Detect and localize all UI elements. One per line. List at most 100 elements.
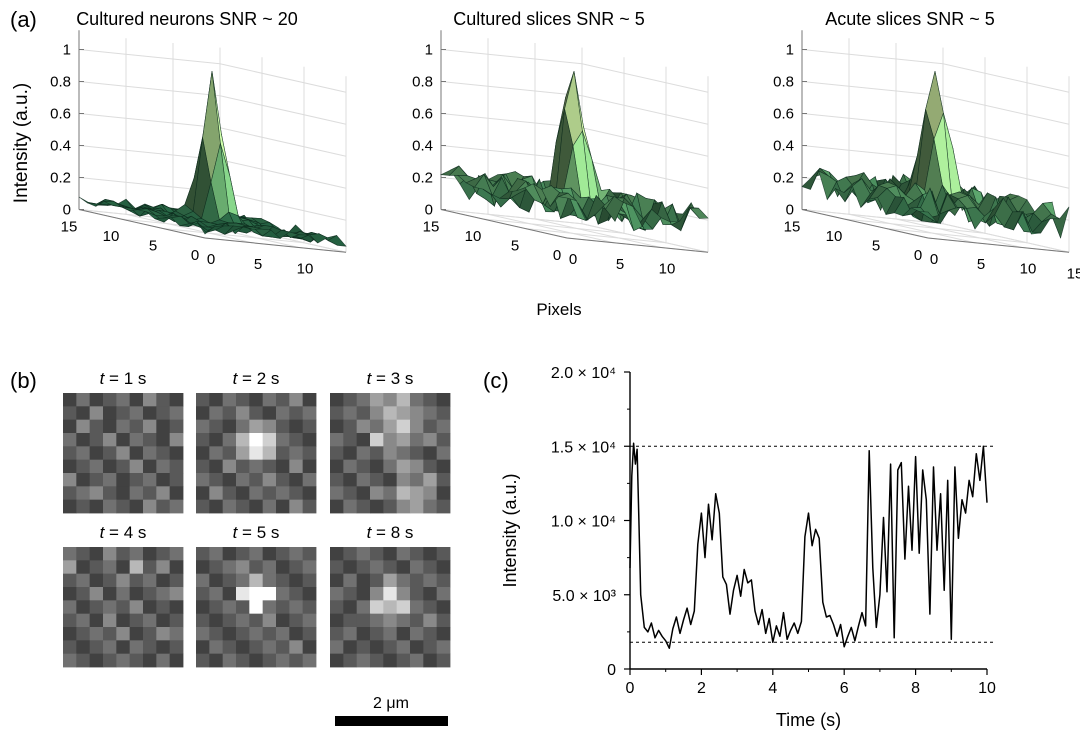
frame-pixel	[222, 560, 237, 575]
frame-pixel	[276, 600, 290, 615]
frame-pixel	[156, 433, 171, 447]
frame-pixel	[143, 600, 157, 615]
frame-pixel	[410, 419, 424, 434]
frame-pixel	[249, 393, 264, 407]
frame-pixel	[396, 419, 411, 434]
frame-pixel	[276, 419, 290, 434]
frame-pixel	[423, 486, 438, 501]
frame-pixel	[302, 459, 317, 474]
z-tick-label: 0	[786, 202, 794, 219]
frame-pixel	[156, 613, 171, 628]
frame-pixel	[89, 573, 104, 588]
frame-pixel	[103, 573, 117, 588]
frame-pixel	[156, 393, 171, 407]
frame-pixel	[116, 627, 131, 641]
frame-pixel	[423, 459, 438, 474]
frame-pixel	[129, 406, 144, 421]
y-tick-label: 2.0 × 10⁴	[551, 365, 616, 382]
frame-pixel	[343, 613, 358, 628]
frame-pixel	[262, 600, 277, 615]
frame-pixel	[156, 640, 171, 655]
frame-pixel	[370, 499, 384, 514]
surface-title: Acute slices SNR ~ 5	[825, 9, 995, 29]
frame-pixel	[209, 573, 224, 588]
frame-pixel	[423, 627, 438, 641]
frame-pixel	[63, 613, 77, 628]
frame-pixel	[343, 433, 358, 447]
frame-pixel	[383, 499, 398, 514]
frame-pixel	[330, 613, 344, 628]
frame-pixel	[103, 419, 117, 434]
frame-pixel	[410, 613, 424, 628]
frame-pixel	[423, 393, 438, 407]
frame-pixel	[330, 547, 344, 561]
frame-pixel	[410, 486, 424, 501]
frame-pixel	[249, 486, 264, 501]
frame-pixel	[89, 613, 104, 628]
frame-pixel	[116, 406, 131, 421]
frame-pixel	[116, 573, 131, 588]
x-tick-label: 4	[768, 680, 777, 697]
frame-pixel	[103, 459, 117, 474]
frame-image	[330, 547, 451, 668]
frame-pixel	[423, 446, 438, 461]
frame-pixel	[330, 446, 344, 461]
frame-pixel	[169, 486, 184, 501]
frame-pixel	[302, 446, 317, 461]
frame-pixel	[356, 587, 371, 601]
y-tick-label: 15	[784, 219, 801, 236]
frame-pixel	[276, 446, 290, 461]
frame-pixel	[103, 640, 117, 655]
frame-pixel	[143, 547, 157, 561]
frame-pixel	[76, 393, 91, 407]
frame-pixel	[356, 459, 371, 474]
frame-pixel	[63, 473, 77, 487]
frame-pixel	[249, 627, 264, 641]
frame-pixel	[302, 499, 317, 514]
frame-pixel	[383, 419, 398, 434]
frame-pixel	[370, 393, 384, 407]
frame-pixel	[302, 613, 317, 628]
frame-pixel	[63, 640, 77, 655]
frame-pixel	[196, 600, 210, 615]
frame-pixel	[63, 600, 77, 615]
frame-pixel	[169, 627, 184, 641]
frame-pixel	[436, 393, 451, 407]
frame-pixel	[410, 627, 424, 641]
frame-pixel	[236, 547, 250, 561]
frame-pixel	[63, 393, 77, 407]
frame-time-label: t = 1 s	[100, 369, 147, 388]
frame-pixel	[196, 486, 210, 501]
frame-pixel	[370, 587, 384, 601]
frame-pixel	[116, 587, 131, 601]
frame-pixel	[249, 547, 264, 561]
z-tick-label: 1	[63, 42, 71, 59]
frame-pixel	[129, 613, 144, 628]
frame-pixel	[276, 560, 290, 575]
frame-pixel	[423, 600, 438, 615]
frame-pixel	[262, 473, 277, 487]
x-tick-label: 2	[697, 680, 706, 697]
frame-pixel	[330, 393, 344, 407]
frame-pixel	[103, 600, 117, 615]
frame-pixel	[423, 473, 438, 487]
frame-pixel	[356, 393, 371, 407]
frame-pixel	[116, 486, 131, 501]
frame-pixel	[396, 640, 411, 655]
frame-pixel	[76, 587, 91, 601]
frame-pixel	[249, 653, 264, 668]
frame-pixel	[143, 419, 157, 434]
frame-pixel	[116, 446, 131, 461]
frame-pixel	[262, 459, 277, 474]
frame-pixel	[396, 393, 411, 407]
frame-pixel	[289, 653, 304, 668]
frame-pixel	[262, 393, 277, 407]
frame-pixel	[129, 640, 144, 655]
frame-pixel	[169, 600, 184, 615]
frame-pixel	[249, 560, 264, 575]
x-tick-label: 0	[569, 251, 577, 268]
frame-pixel	[330, 499, 344, 514]
frame-pixel	[236, 406, 250, 421]
frame-pixel	[196, 653, 210, 668]
frame-pixel	[356, 560, 371, 575]
